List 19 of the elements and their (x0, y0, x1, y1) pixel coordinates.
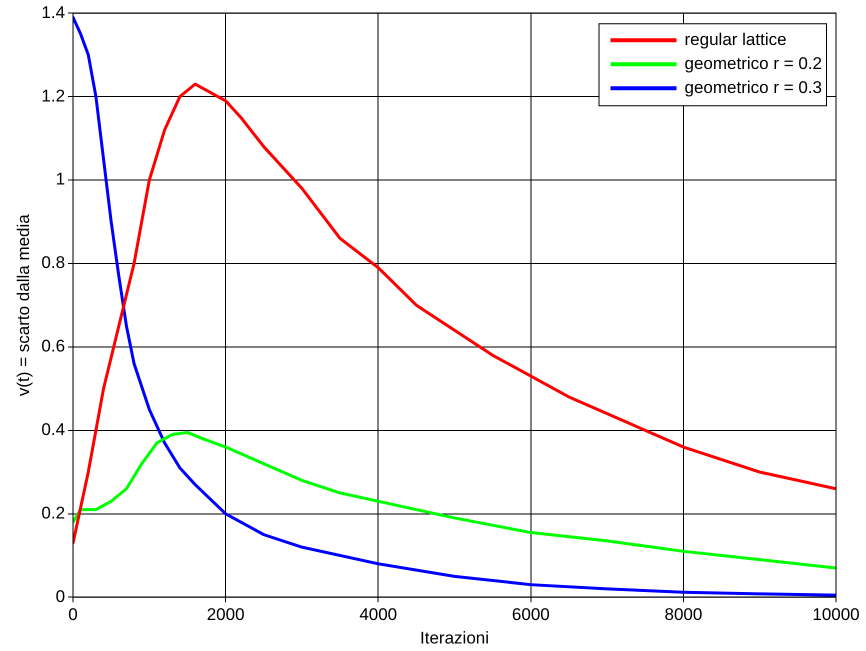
y-tick-label: 0.4 (41, 420, 66, 440)
x-tick-label: 0 (68, 605, 78, 624)
y-tick-label: 0.8 (41, 253, 66, 272)
y-tick-label: 0.6 (41, 336, 66, 356)
y-axis-title: v(t) = scarto dalla media (14, 214, 33, 396)
y-tick-label: 1 (56, 170, 66, 189)
legend-label: geometrico r = 0.3 (684, 78, 822, 97)
x-axis-title: Iterazioni (420, 628, 490, 648)
x-tick-label: 2000 (206, 605, 245, 624)
y-tick-label: 1.4 (41, 2, 66, 22)
legend-label: regular lattice (684, 30, 787, 49)
legend-label: geometrico r = 0.2 (684, 54, 822, 73)
x-tick-label: 10000 (812, 605, 860, 624)
x-tick-label: 4000 (359, 605, 398, 624)
x-tick-label: 8000 (664, 605, 702, 624)
y-tick-label: 0 (56, 586, 66, 606)
y-tick-label: 1.2 (41, 86, 66, 106)
x-tick-label: 6000 (512, 605, 550, 624)
y-tick-label: 0.2 (41, 503, 66, 522)
